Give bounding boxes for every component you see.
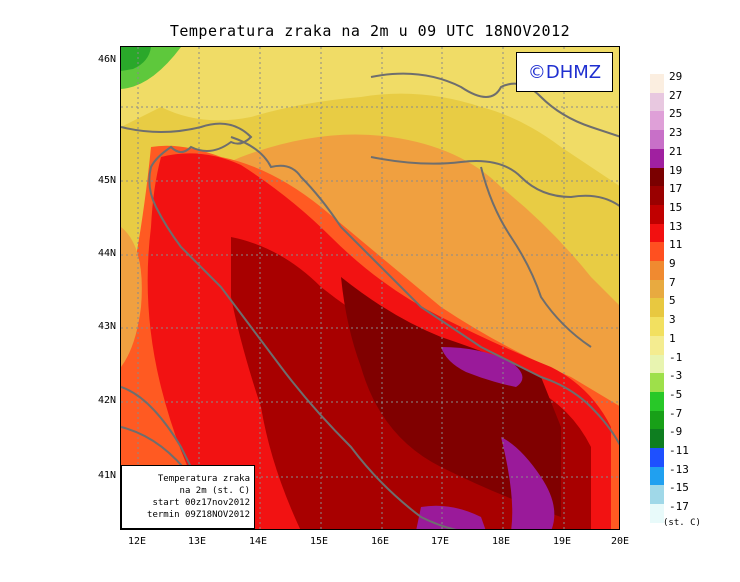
legend-label: -17	[669, 500, 689, 514]
lon-tick-14e: 14E	[248, 536, 268, 547]
legend-label: 11	[669, 238, 683, 252]
lon-tick-12e: 12E	[127, 536, 147, 547]
legend-label: 1	[669, 331, 676, 345]
legend-label: 9	[669, 257, 676, 270]
legend-swatch	[650, 74, 664, 93]
temp-field-21c-spot1	[441, 347, 523, 387]
legend-label: 15	[669, 200, 683, 214]
legend-swatch	[650, 298, 664, 318]
lon-tick-18e: 18E	[491, 536, 511, 547]
lon-tick-16e: 16E	[370, 536, 390, 547]
forecast-info-box: Temperatura zraka na 2m (st. C) start 00…	[121, 465, 255, 529]
legend-swatch	[650, 223, 664, 243]
legend-label: -5	[669, 387, 683, 401]
legend-label: 3	[669, 313, 676, 327]
legend-swatch	[650, 354, 664, 374]
legend-swatch	[650, 279, 664, 299]
legend-swatch	[650, 204, 664, 224]
graticule	[121, 47, 619, 529]
legend-swatch	[650, 504, 664, 524]
lat-tick-43n: 43N	[97, 321, 116, 332]
temperature-map	[120, 46, 620, 530]
legend-label: -9	[669, 425, 683, 439]
lat-tick-41n: 41N	[97, 470, 116, 481]
legend-swatch	[650, 111, 664, 131]
legend-label: 23	[669, 126, 683, 140]
temp-field-italy	[121, 227, 142, 367]
legend-swatch	[650, 448, 664, 467]
lat-tick-46n: 46N	[97, 54, 116, 65]
lat-tick-44n: 44N	[97, 248, 116, 259]
lat-tick-45n: 45N	[97, 175, 116, 186]
legend-label: -15	[669, 481, 689, 495]
lat-tick-42n: 42N	[97, 395, 116, 406]
dhmz-logo: ©DHMZ	[516, 52, 613, 92]
info-line-4: termin 09Z18NOV2012	[147, 510, 250, 520]
legend-swatch	[650, 148, 664, 168]
legend-swatch	[650, 373, 664, 393]
legend-swatch	[650, 130, 664, 150]
legend-swatch	[650, 317, 664, 337]
info-line-1: Temperatura zraka	[157, 474, 250, 484]
legend-swatch	[650, 92, 664, 112]
legend-swatch	[650, 485, 664, 505]
lon-tick-15e: 15E	[309, 536, 329, 547]
legend-swatch	[650, 466, 664, 486]
legend-label: 17	[669, 182, 683, 196]
lon-tick-13e: 13E	[187, 536, 207, 547]
legend-swatch	[650, 261, 664, 280]
legend-label: -7	[669, 406, 683, 420]
lon-tick-20e: 20E	[610, 536, 630, 547]
legend-swatch	[650, 186, 664, 206]
legend-label: -13	[669, 462, 689, 476]
legend-swatch	[650, 410, 664, 430]
temp-field-north	[121, 47, 619, 186]
lon-tick-17e: 17E	[430, 536, 450, 547]
map-title: Temperatura zraka na 2m u 09 UTC 18NOV20…	[169, 22, 571, 40]
coastlines-borders	[121, 72, 619, 529]
legend-label: 29	[669, 70, 683, 83]
legend-swatch	[650, 391, 664, 411]
legend-label: -1	[669, 350, 683, 364]
legend-swatch	[650, 335, 664, 355]
info-line-2: na 2m (st. C)	[179, 486, 250, 496]
legend-label: 25	[669, 107, 683, 121]
legend-label: -11	[669, 444, 689, 457]
legend-label: 13	[669, 219, 683, 233]
legend-label: 5	[669, 294, 676, 308]
legend-label: 7	[669, 275, 676, 289]
legend-unit: (st. C)	[663, 518, 701, 528]
legend-label: -3	[669, 369, 683, 383]
legend-label: 27	[669, 88, 683, 102]
map-canvas	[121, 47, 619, 529]
legend-label: 19	[669, 163, 683, 177]
legend-swatch	[650, 167, 664, 187]
legend-swatch	[650, 429, 664, 449]
legend-swatch	[650, 242, 664, 262]
info-line-3: start 00z17nov2012	[152, 498, 250, 508]
lon-tick-19e: 19E	[552, 536, 572, 547]
temp-field-cold-nw-core	[121, 47, 151, 71]
temp-field-21c-spot2	[501, 437, 555, 529]
legend-label: 21	[669, 144, 683, 158]
